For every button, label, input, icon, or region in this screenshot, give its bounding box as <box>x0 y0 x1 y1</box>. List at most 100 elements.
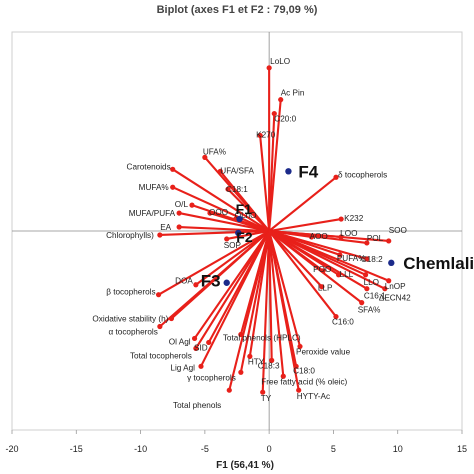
variable-label: C18:0 <box>293 366 315 375</box>
variable-label: EA <box>160 223 171 232</box>
variable-label: MUFA% <box>139 183 169 192</box>
variable-label: SOO <box>389 226 407 235</box>
variable-point <box>155 292 162 298</box>
variable-arrow <box>268 229 285 378</box>
variable-label: HTY <box>248 357 265 366</box>
variable-label: Total phenols <box>173 401 221 410</box>
variable-label: Chlorophylls) <box>106 231 154 240</box>
variable-point <box>386 238 392 244</box>
variable-point <box>198 363 204 369</box>
variable-label: C18:1 <box>226 185 248 194</box>
variable-arrow <box>158 229 271 328</box>
variable-point <box>364 286 370 292</box>
variable-label: β tocopherols <box>106 288 155 297</box>
x-axis-title: F1 (56,41 %) <box>216 460 274 471</box>
variable-label: K270 <box>256 130 276 139</box>
variable-point <box>359 300 365 306</box>
observation-label: F1 <box>236 201 253 217</box>
variable-label: δ tocopherols <box>338 170 387 179</box>
variable-label: SFA% <box>358 306 381 315</box>
variable-point <box>226 387 232 393</box>
variable-arrow <box>268 112 276 233</box>
observation-point <box>388 259 395 267</box>
variable-point <box>260 389 266 395</box>
variable-label: Lig Agl <box>170 363 195 372</box>
variable-point <box>191 335 198 342</box>
axes: -20 -15 -10 -5 0 5 10 15 <box>5 31 467 454</box>
chart-title: Biplot (axes F1 et F2 : 79,09 %) <box>157 4 318 16</box>
variable-label: ΔECN42 <box>379 294 411 303</box>
variable-label: C16:1 <box>364 292 386 301</box>
variable-arrow <box>157 229 271 296</box>
variable-arrow <box>261 229 271 394</box>
variable-point <box>202 154 208 160</box>
x-tick-label: 5 <box>331 444 336 454</box>
variable-label: Total tocopherols <box>130 351 192 360</box>
observation-label: F2 <box>236 229 253 245</box>
variable-point <box>319 284 325 290</box>
variable-point <box>382 286 388 292</box>
variable-label: Ol Agl <box>169 337 191 346</box>
variable-arrows <box>155 65 392 395</box>
observation-point <box>223 279 230 286</box>
variable-arrow <box>219 170 271 233</box>
variable-arrow <box>268 229 390 282</box>
variable-arrow <box>171 186 271 233</box>
variable-arrow <box>268 229 386 290</box>
variable-point <box>247 353 253 359</box>
variable-point <box>386 278 392 284</box>
variable-arrow <box>268 176 338 233</box>
variable-arrow <box>268 229 368 290</box>
x-tick-label: 10 <box>393 444 403 454</box>
variable-point <box>189 202 195 208</box>
variable-arrow <box>268 218 343 233</box>
variable-point <box>333 174 339 180</box>
variable-label: K232 <box>344 214 364 223</box>
variable-arrow <box>158 229 271 237</box>
variable-label: α tocopherols <box>109 328 158 337</box>
variable-point <box>176 210 182 216</box>
variable-point <box>176 224 182 230</box>
observation-label: F4 <box>298 162 318 181</box>
variable-label: POO <box>313 265 331 274</box>
variable-arrow <box>268 229 273 362</box>
variable-label: C18:3 <box>258 361 280 370</box>
variable-point <box>257 132 263 139</box>
variable-point <box>266 65 272 71</box>
variable-label: POL <box>367 234 384 243</box>
variable-point <box>297 343 303 350</box>
variable-label: LLL <box>340 270 354 279</box>
x-tick-label: -15 <box>70 444 83 454</box>
variable-label: TY <box>261 394 272 403</box>
variable-point <box>333 313 339 320</box>
variable-point <box>280 373 286 379</box>
variable-label: Peroxide value <box>296 347 351 356</box>
variable-point <box>224 236 230 242</box>
variable-point <box>170 184 176 190</box>
variable-label: LOO <box>340 229 357 238</box>
variable-arrow <box>268 229 368 260</box>
variable-label: Ac Pin <box>281 89 305 98</box>
variable-point <box>271 110 277 117</box>
variable-labels: LoLO Ac Pin C20:0 K270 UFA% Carotenoids UFA/SF… <box>92 57 411 410</box>
variable-label: UFA/SFA <box>220 166 254 175</box>
variable-point <box>207 210 213 216</box>
variable-arrow <box>171 168 271 233</box>
observation-point <box>235 229 242 237</box>
variable-arrow <box>228 229 271 392</box>
variable-label: Carotenoids <box>127 162 171 171</box>
x-tick-label: -10 <box>134 444 147 454</box>
variable-arrow <box>193 229 271 340</box>
variable-arrow <box>268 229 338 318</box>
variable-arrow <box>194 229 271 286</box>
variable-label: LLP <box>318 284 333 293</box>
variable-point <box>238 369 244 375</box>
observation-point <box>236 215 243 223</box>
variable-label: Total phenols (HPLC) <box>223 333 301 342</box>
variable-point <box>278 97 284 103</box>
variable-label: SID <box>194 343 208 352</box>
variable-point <box>296 387 302 393</box>
variable-arrow <box>268 229 390 242</box>
variable-arrow <box>268 229 300 392</box>
variable-label: LLO <box>364 278 379 287</box>
